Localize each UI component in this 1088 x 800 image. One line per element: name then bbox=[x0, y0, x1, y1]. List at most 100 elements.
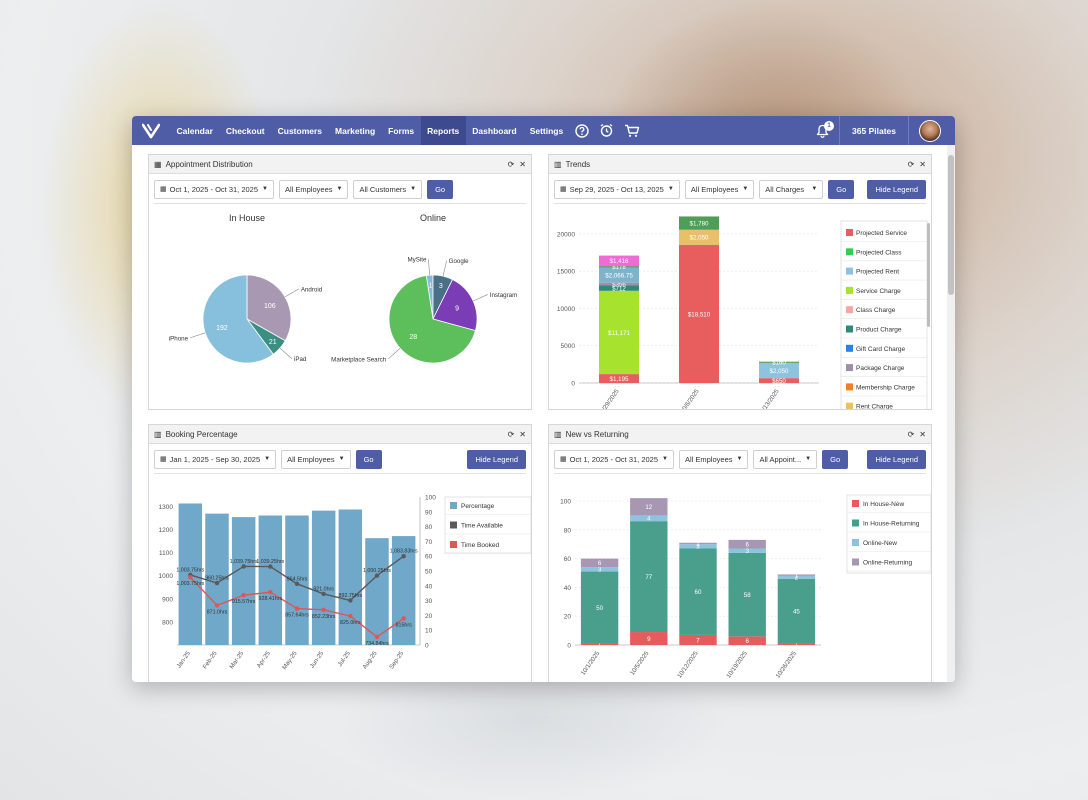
go-button[interactable]: Go bbox=[355, 449, 382, 469]
caret-down-icon: ▼ bbox=[667, 186, 674, 192]
point-data-label: 1,083.83hrs bbox=[390, 549, 418, 555]
help-icon[interactable] bbox=[570, 116, 594, 145]
legend-label: Class Charge bbox=[856, 307, 896, 314]
x-tick-label: 10/5/2025 bbox=[629, 650, 651, 677]
close-icon[interactable]: ✕ bbox=[519, 159, 526, 169]
employees-value: All Employees bbox=[684, 454, 733, 464]
notifications-bell-icon[interactable]: 1 bbox=[806, 116, 839, 145]
pie-title: Online bbox=[420, 213, 446, 223]
employees-select[interactable]: All Employees ▼ bbox=[684, 179, 755, 199]
refresh-icon[interactable]: ⟳ bbox=[507, 429, 515, 439]
legend-swatch bbox=[846, 383, 853, 391]
appointments-value: All Appoint... bbox=[759, 454, 802, 464]
customers-select[interactable]: All Customers ▼ bbox=[353, 179, 423, 199]
pie-slice bbox=[246, 274, 292, 342]
bar-segment bbox=[728, 552, 766, 637]
refresh-icon[interactable]: ⟳ bbox=[907, 159, 915, 169]
x-tick-label: Jan-25 bbox=[175, 650, 192, 670]
filter-bar: ▦ Sep 29, 2025 - Oct 13, 2025 ▼ All Employ… bbox=[554, 179, 926, 199]
pie-value-label: 3 bbox=[439, 283, 443, 290]
bar-segment bbox=[599, 267, 639, 283]
cart-icon[interactable] bbox=[619, 116, 645, 145]
y-tick-label: 1200 bbox=[159, 527, 174, 534]
nav-settings[interactable]: Settings bbox=[529, 125, 564, 136]
studio-name[interactable]: 365 Pilates bbox=[839, 116, 909, 145]
pie-value-label: 28 bbox=[409, 334, 417, 341]
close-icon[interactable]: ✕ bbox=[519, 429, 526, 439]
page-scrollbar[interactable] bbox=[947, 145, 955, 682]
bar-segment bbox=[679, 634, 717, 645]
legend-box bbox=[840, 220, 928, 409]
bar-data-label: 6 bbox=[598, 560, 602, 567]
nav-reports[interactable]: Reports bbox=[420, 116, 466, 145]
pie-category-label: Android bbox=[301, 286, 323, 293]
point-data-label: 892.75hrs bbox=[339, 593, 363, 599]
pie-category-label: MySite bbox=[407, 257, 426, 264]
bar-data-label: 3 bbox=[745, 548, 749, 555]
date-range-select[interactable]: ▦ Oct 1, 2025 - Oct 31, 2025 ▼ bbox=[554, 449, 674, 469]
go-button[interactable]: Go bbox=[822, 449, 849, 469]
scrollbar-thumb[interactable] bbox=[948, 155, 954, 295]
nav-customers[interactable]: Customers bbox=[277, 125, 323, 136]
legend-swatch bbox=[846, 325, 853, 333]
hide-legend-button[interactable]: Hide Legend bbox=[867, 449, 926, 469]
go-button[interactable]: Go bbox=[828, 179, 855, 199]
refresh-icon[interactable]: ⟳ bbox=[507, 159, 515, 169]
employees-value: All Employees bbox=[287, 454, 335, 464]
panel-header: ▥ New vs Returning ⟳ ✕ bbox=[549, 425, 931, 444]
employees-select[interactable]: All Employees ▼ bbox=[678, 449, 749, 469]
bar-data-label: $356 bbox=[612, 281, 626, 288]
bar-segment bbox=[679, 216, 719, 230]
nav-marketing[interactable]: Marketing bbox=[335, 125, 376, 136]
charges-value: All Charges bbox=[765, 184, 805, 194]
appointments-select[interactable]: All Appoint... ▼ bbox=[753, 449, 818, 469]
bar bbox=[391, 536, 416, 645]
date-range-select[interactable]: ▦ Oct 1, 2025 - Oct 31, 2025 ▼ bbox=[154, 179, 274, 199]
hide-legend-button[interactable]: Hide Legend bbox=[867, 179, 926, 199]
go-button[interactable]: Go bbox=[427, 179, 454, 199]
bar-data-label: $11,171 bbox=[608, 330, 630, 337]
close-icon[interactable]: ✕ bbox=[919, 429, 926, 439]
nav-calendar[interactable]: Calendar bbox=[176, 125, 213, 136]
legend-label: Percentage bbox=[461, 503, 495, 510]
bar-segment bbox=[599, 290, 639, 375]
calendar-icon: ▦ bbox=[560, 186, 567, 193]
employees-select[interactable]: All Employees ▼ bbox=[278, 179, 349, 199]
date-range-select[interactable]: ▦ Jan 1, 2025 - Sep 30, 2025 ▼ bbox=[154, 449, 277, 469]
bar-segment bbox=[728, 539, 766, 549]
pie-value-label: 1 bbox=[428, 282, 432, 289]
bar-data-label: $2,066.75 bbox=[605, 272, 633, 279]
x-tick-label: May-25 bbox=[281, 650, 299, 671]
nav-checkout[interactable]: Checkout bbox=[225, 125, 265, 136]
user-avatar[interactable] bbox=[919, 119, 941, 142]
y2-tick-label: 80 bbox=[425, 524, 433, 531]
bar-segment bbox=[679, 544, 717, 549]
bar-chart-icon: ▥ bbox=[154, 429, 162, 439]
bar-segment bbox=[630, 498, 668, 516]
bar-data-label: $2,050 bbox=[770, 368, 789, 375]
nav-dashboard[interactable]: Dashboard bbox=[472, 125, 517, 136]
legend-label: Projected Service bbox=[856, 230, 907, 237]
bar-data-label: 45 bbox=[793, 608, 800, 615]
bar bbox=[258, 515, 283, 645]
employees-select[interactable]: All Employees ▼ bbox=[281, 449, 351, 469]
pie-label-line bbox=[442, 260, 447, 277]
legend-swatch bbox=[846, 364, 853, 372]
hide-legend-button[interactable]: Hide Legend bbox=[467, 449, 526, 469]
divider bbox=[554, 473, 926, 474]
panel-title: Booking Percentage bbox=[165, 429, 238, 439]
calendar-icon: ▦ bbox=[154, 159, 162, 169]
appointment-distribution-panel: ▦ Appointment Distribution ⟳ ✕ ▦ Oct 1, 2… bbox=[148, 154, 532, 410]
app-logo-icon[interactable] bbox=[132, 116, 170, 145]
bar-data-label: 1 bbox=[598, 642, 602, 649]
close-icon[interactable]: ✕ bbox=[919, 159, 926, 169]
pie-label-line bbox=[279, 347, 293, 359]
legend-swatch bbox=[852, 519, 859, 527]
refresh-icon[interactable]: ⟳ bbox=[907, 429, 915, 439]
alarm-clock-icon[interactable] bbox=[594, 116, 619, 145]
divider bbox=[154, 473, 526, 474]
charges-select[interactable]: All Charges ▼ bbox=[759, 179, 824, 199]
date-range-select[interactable]: ▦ Sep 29, 2025 - Oct 13, 2025 ▼ bbox=[554, 179, 680, 199]
nav-forms[interactable]: Forms bbox=[388, 125, 415, 136]
x-tick-label: 10/26/2025 bbox=[775, 650, 799, 680]
